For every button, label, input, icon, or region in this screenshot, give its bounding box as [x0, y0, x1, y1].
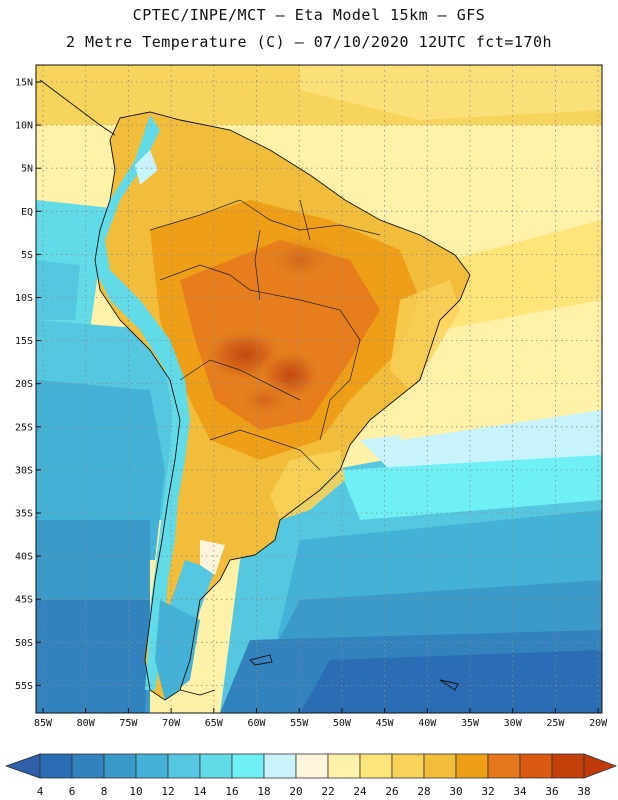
- lat-tick-label: 5N: [21, 164, 33, 175]
- colorbar-swatch: [551, 753, 585, 779]
- lon-tick-label: 85W: [34, 718, 53, 729]
- colorbar-label: 36: [545, 785, 558, 798]
- colorbar-label: 20: [289, 785, 302, 798]
- latitude-axis: 15N 10N 5N EQ 5S 10S 15S 20S 25S 30S 35S 40S 45S 50S 5…: [15, 78, 41, 692]
- lon-tick-label: 65W: [205, 718, 224, 729]
- colorbar-swatch: [391, 753, 425, 779]
- lon-tick-label: 55W: [290, 718, 309, 729]
- colorbar-swatch: [135, 753, 169, 779]
- colorbar-label: 12: [161, 785, 174, 798]
- map-frame: [35, 64, 603, 714]
- colorbar-swatch: [519, 753, 553, 779]
- colorbar-swatch: [327, 753, 361, 779]
- colorbar-label: 38: [577, 785, 590, 798]
- lon-tick-label: 35W: [461, 718, 480, 729]
- country-borders: [149, 199, 381, 471]
- chart-subtitle: 2 Metre Temperature (C) – 07/10/2020 12U…: [65, 33, 553, 51]
- colorbar-label: 18: [257, 785, 270, 798]
- colorbar-swatch: [71, 753, 105, 779]
- colorbar-swatch: [455, 753, 489, 779]
- lat-tick-label: 35S: [15, 509, 33, 520]
- colorbar-label: 4: [37, 785, 44, 798]
- coastlines: [39, 79, 471, 701]
- colorbar-label: 22: [321, 785, 334, 798]
- colorbar-label: 6: [69, 785, 76, 798]
- lat-tick-label: EQ: [21, 207, 33, 218]
- lat-tick-label: 40S: [15, 552, 33, 563]
- colorbar-swatch: [199, 753, 233, 779]
- colorbar-left-cap: [4, 753, 41, 779]
- colorbar-swatch: [487, 753, 521, 779]
- lat-tick-label: 20S: [15, 379, 33, 390]
- lon-tick-label: 25W: [546, 718, 565, 729]
- lon-tick-label: 30W: [504, 718, 523, 729]
- lat-tick-label: 15S: [15, 336, 33, 347]
- lat-tick-label: 30S: [15, 465, 33, 476]
- colorbar-label: 10: [129, 785, 142, 798]
- lat-tick-label: 50S: [15, 638, 33, 649]
- colorbar-swatch: [263, 753, 297, 779]
- chart-title: CPTEC/INPE/MCT – Eta Model 15km – GFS: [132, 6, 486, 24]
- lon-tick-label: 80W: [77, 718, 96, 729]
- colorbar-label: 34: [513, 785, 527, 798]
- lon-tick-label: 20W: [589, 718, 608, 729]
- colorbar-swatch: [423, 753, 457, 779]
- lat-tick-label: 5S: [21, 250, 33, 261]
- lon-tick-label: 75W: [119, 718, 138, 729]
- colorbar-swatch: [231, 753, 265, 779]
- lon-tick-label: 40W: [418, 718, 437, 729]
- lat-tick-label: 10S: [15, 293, 33, 304]
- graticule: [36, 65, 602, 713]
- colorbar: 4 6 8 10 12 14 16 18 20 22 24 26 28 30 32 34 36 38: [4, 753, 618, 798]
- colorbar-swatch: [295, 753, 329, 779]
- colorbar-label: 14: [193, 785, 207, 798]
- lon-tick-label: 70W: [162, 718, 181, 729]
- colorbar-swatch: [39, 753, 73, 779]
- lat-tick-label: 25S: [15, 422, 33, 433]
- lat-tick-label: 55S: [15, 681, 33, 692]
- colorbar-label: 26: [385, 785, 398, 798]
- temperature-field: [36, 65, 602, 713]
- lon-tick-label: 50W: [333, 718, 352, 729]
- andes-cold-band: [95, 115, 190, 690]
- colorbar-label: 30: [449, 785, 462, 798]
- lat-tick-label: 45S: [15, 595, 33, 606]
- colorbar-label: 8: [101, 785, 108, 798]
- lon-tick-label: 45W: [376, 718, 395, 729]
- lon-tick-label: 60W: [247, 718, 266, 729]
- colorbar-label: 24: [353, 785, 367, 798]
- longitude-axis: 85W 80W 75W 70W 65W 60W 55W 50W 45W 40W 35W 30W 25W 2…: [34, 708, 608, 729]
- colorbar-label: 28: [417, 785, 430, 798]
- lat-tick-label: 15N: [15, 78, 33, 89]
- lat-tick-label: 10N: [15, 121, 33, 132]
- colorbar-swatch: [359, 753, 393, 779]
- colorbar-label: 16: [225, 785, 238, 798]
- colorbar-label: 32: [481, 785, 494, 798]
- colorbar-swatch: [167, 753, 201, 779]
- colorbar-right-cap: [583, 753, 618, 779]
- colorbar-swatch: [103, 753, 137, 779]
